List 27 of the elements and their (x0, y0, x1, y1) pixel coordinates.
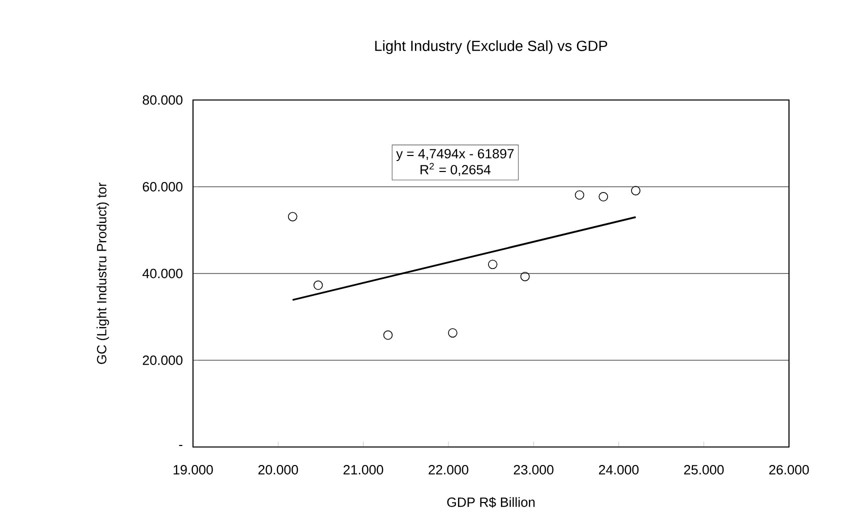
point (448, 328, 458, 338)
y-axis-title: GC (Light Industru Product) tor (96, 182, 110, 364)
point (314, 280, 323, 290)
x-axis-title: GDP R$ Billion (447, 496, 535, 508)
point (488, 260, 498, 270)
x-tick-label: 21.000 (344, 465, 384, 474)
point (598, 192, 608, 202)
x-tick-label: 22.000 (428, 465, 468, 474)
point (631, 186, 640, 196)
y-tick-label: 80.000 (142, 95, 182, 105)
point (383, 330, 393, 340)
y-tick-label: 60.000 (142, 182, 182, 192)
y-tick-label: 20.000 (142, 356, 182, 365)
point (520, 272, 530, 282)
annotation: R$^{2}$ = 0,2654 (420, 162, 491, 176)
y-tick-label: - (179, 444, 182, 446)
annotation: y = 4,7494x - 61897 (396, 148, 514, 162)
x-tick-label: 19.000 (174, 465, 213, 474)
point (574, 190, 584, 200)
x-tick-label: 23.000 (514, 465, 554, 474)
chart-title: Light Industry (Exclude Sal) vs GDP (375, 40, 608, 54)
x-tick-label: 26.000 (769, 465, 809, 474)
y-tick-label: 40.000 (142, 268, 182, 278)
x-tick-label: 20.000 (258, 465, 298, 474)
x-tick-label: 25.000 (684, 465, 724, 474)
point (288, 212, 298, 222)
x-tick-label: 24.000 (598, 465, 639, 474)
